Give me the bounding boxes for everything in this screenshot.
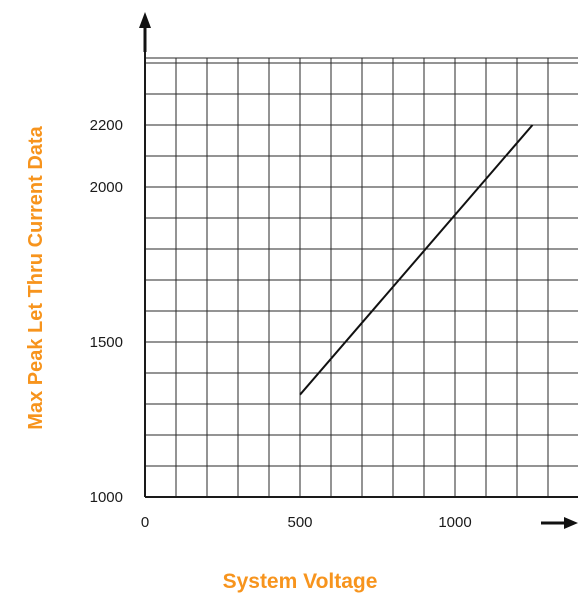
y-tick-label: 1500 bbox=[90, 334, 123, 351]
y-tick-label: 2200 bbox=[90, 117, 123, 134]
y-axis-arrow-icon bbox=[139, 12, 151, 52]
series bbox=[299, 124, 534, 396]
grid bbox=[145, 57, 578, 497]
x-axis-title: System Voltage bbox=[223, 570, 378, 593]
axes bbox=[139, 12, 578, 529]
y-tick-label: 1000 bbox=[90, 489, 123, 506]
x-axis-arrow-icon bbox=[541, 517, 578, 529]
y-tick-label: 2000 bbox=[90, 179, 123, 196]
x-tick-label: 500 bbox=[287, 514, 312, 531]
x-tick-label: 0 bbox=[141, 514, 149, 531]
x-tick-label: 1000 bbox=[438, 514, 471, 531]
series-line bbox=[299, 124, 534, 396]
tick-labels: 0 500 1000 1000 1500 2000 2200 bbox=[90, 117, 472, 531]
y-axis-title: Max Peak Let Thru Current Data bbox=[25, 125, 47, 429]
